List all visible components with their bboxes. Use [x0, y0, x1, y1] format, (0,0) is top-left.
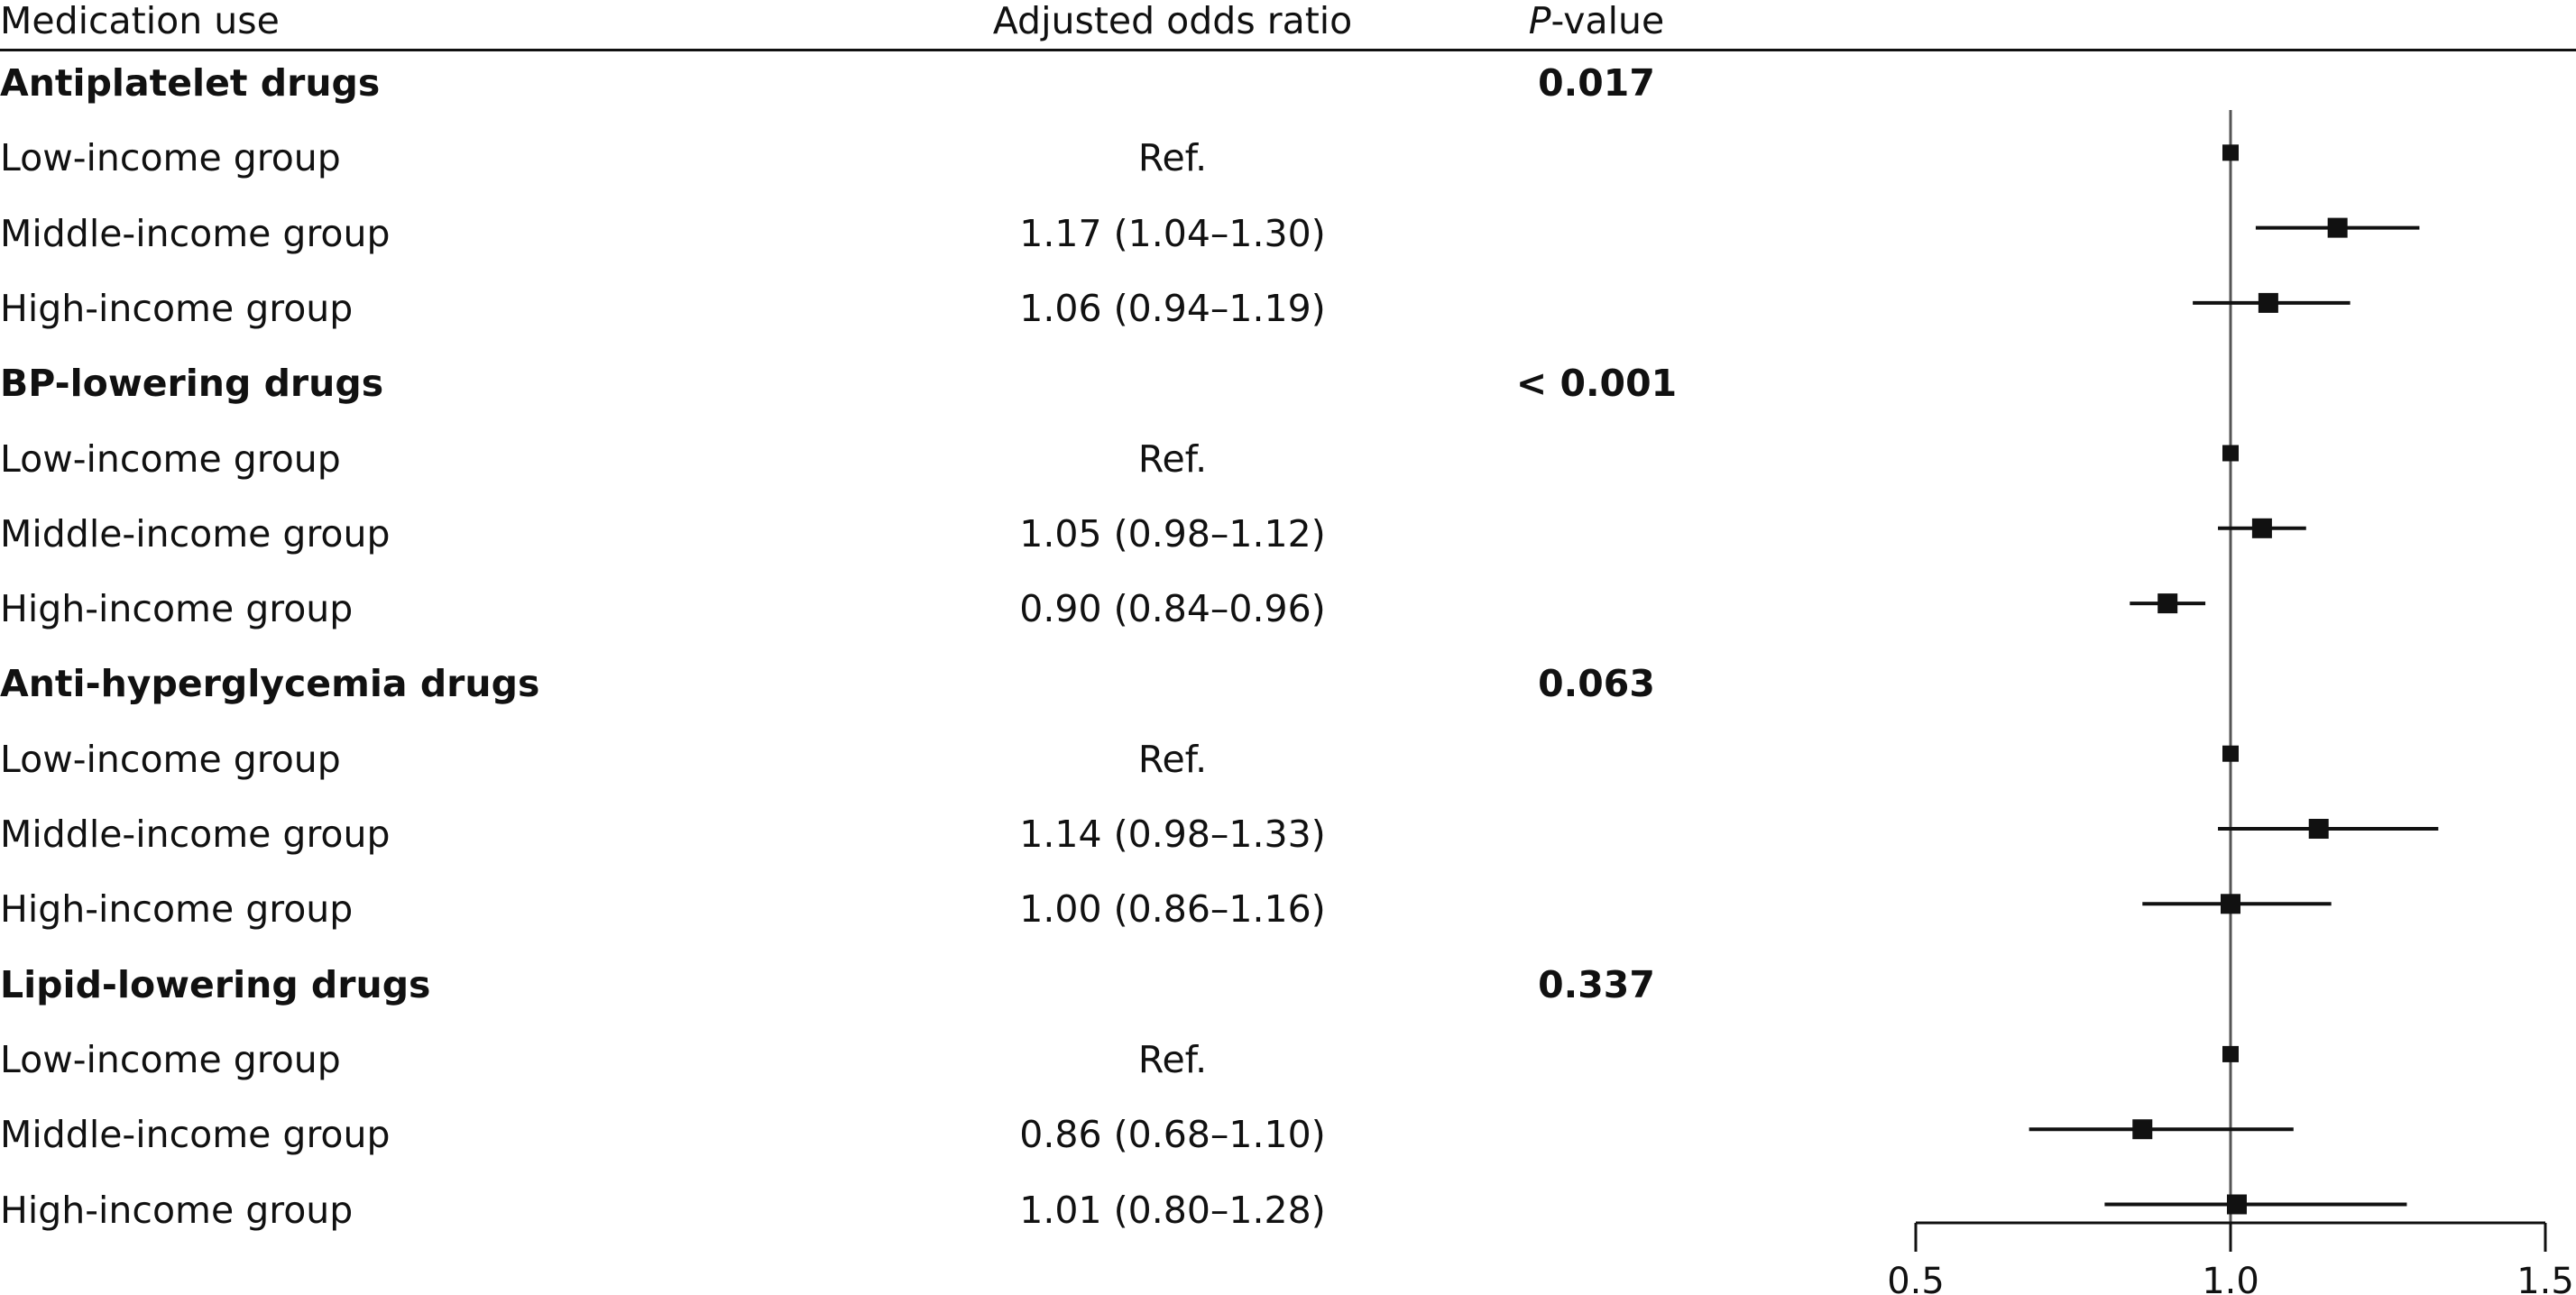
x-tick-label: 0.5 [1887, 1261, 1945, 1295]
reference-marker [2222, 745, 2239, 762]
row-label: Middle-income group [0, 1113, 391, 1157]
x-tick-label: 1.0 [2202, 1261, 2259, 1295]
row-label: High-income group [0, 587, 354, 631]
p-value: 0.063 [1538, 662, 1655, 706]
row-label: Middle-income group [0, 813, 391, 856]
estimate-marker [2258, 292, 2278, 313]
reference-marker [2222, 1045, 2239, 1062]
table-row: Low-income group Ref. [0, 721, 1894, 797]
p-value: 0.017 [1538, 61, 1655, 105]
estimate-marker [2157, 593, 2178, 614]
group-label: BP-lowering drugs [0, 362, 384, 406]
row-label: Low-income group [0, 436, 341, 481]
header-adjusted-odds-ratio: Adjusted odds ratio [992, 0, 1353, 42]
x-tick-label: 1.5 [2516, 1261, 2574, 1295]
odds-ratio-text: Ref. [1137, 436, 1208, 481]
table-row: Middle-income group 1.05 (0.98–1.12) [0, 496, 1894, 572]
odds-ratio-text: 1.01 (0.80–1.28) [1019, 1188, 1326, 1232]
table-row: High-income group 1.00 (0.86–1.16) [0, 871, 1894, 947]
odds-ratio-text: 1.05 (0.98–1.12) [1019, 511, 1326, 556]
group-row: Lipid-lowering drugs 0.337 [0, 947, 1894, 1023]
header-p-rest: -value [1550, 0, 1665, 42]
header-rule [0, 49, 2576, 51]
table-row: High-income group 1.06 (0.94–1.19) [0, 271, 1894, 346]
row-label: Low-income group [0, 737, 341, 781]
group-row: Antiplatelet drugs 0.017 [0, 45, 1894, 121]
estimate-marker [2251, 518, 2272, 538]
table-row: Low-income group Ref. [0, 421, 1894, 497]
header-p-value: P-value [1479, 0, 1714, 41]
estimate-marker [2132, 1119, 2153, 1140]
odds-ratio-text: 0.90 (0.84–0.96) [1019, 587, 1326, 631]
reference-marker [2222, 144, 2239, 161]
row-label: Low-income group [0, 1037, 341, 1081]
estimate-marker [2221, 894, 2240, 914]
estimate-marker [2308, 819, 2329, 839]
table-row: Low-income group Ref. [0, 1022, 1894, 1098]
table-row: Middle-income group 1.14 (0.98–1.33) [0, 796, 1894, 872]
table-row: High-income group 1.01 (0.80–1.28) [0, 1172, 1894, 1248]
group-label: Antiplatelet drugs [0, 61, 381, 105]
odds-ratio-text: 1.00 (0.86–1.16) [1019, 887, 1326, 932]
row-label: Middle-income group [0, 211, 391, 255]
header-medication-use: Medication use [0, 0, 280, 42]
table-row: Middle-income group 1.17 (1.04–1.30) [0, 196, 1894, 271]
row-label: High-income group [0, 887, 354, 932]
odds-ratio-text: Ref. [1137, 1037, 1208, 1081]
table-row: High-income group 0.90 (0.84–0.96) [0, 571, 1894, 647]
row-label: Middle-income group [0, 511, 391, 556]
estimate-marker [2327, 217, 2348, 238]
reference-marker [2222, 445, 2239, 462]
odds-ratio-text: Ref. [1137, 136, 1208, 180]
row-label: High-income group [0, 286, 354, 330]
header-p-italic: P [1528, 0, 1551, 42]
p-value: < 0.001 [1515, 362, 1678, 406]
odds-ratio-text: Ref. [1137, 737, 1208, 781]
row-label: High-income group [0, 1188, 354, 1232]
table-row: Low-income group Ref. [0, 120, 1894, 196]
odds-ratio-text: 1.14 (0.98–1.33) [1019, 813, 1326, 856]
odds-ratio-text: 1.17 (1.04–1.30) [1019, 211, 1326, 255]
row-label: Low-income group [0, 136, 341, 180]
estimate-marker [2226, 1194, 2247, 1215]
odds-ratio-text: 0.86 (0.68–1.10) [1019, 1113, 1326, 1157]
group-row: Anti-hyperglycemia drugs 0.063 [0, 646, 1894, 721]
p-value: 0.337 [1538, 962, 1655, 1006]
odds-ratio-text: 1.06 (0.94–1.19) [1019, 286, 1326, 330]
group-row: BP-lowering drugs < 0.001 [0, 345, 1894, 421]
table-row: Middle-income group 0.86 (0.68–1.10) [0, 1097, 1894, 1172]
group-label: Anti-hyperglycemia drugs [0, 662, 540, 706]
group-label: Lipid-lowering drugs [0, 962, 431, 1006]
